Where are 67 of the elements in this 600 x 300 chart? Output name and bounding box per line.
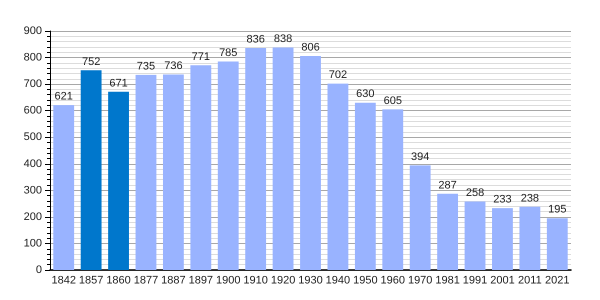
- data-label: 838: [274, 32, 292, 45]
- y-tick-label: 0: [36, 264, 42, 276]
- bar: [410, 165, 431, 270]
- bar: [546, 218, 568, 270]
- x-tick-label: 2001: [490, 274, 515, 286]
- y-tick-label: 600: [24, 104, 42, 117]
- bar: [437, 194, 458, 270]
- x-tick-label: 1900: [216, 274, 240, 286]
- bar: [53, 105, 74, 270]
- data-label: 771: [192, 50, 210, 63]
- y-tick-label: 800: [24, 52, 42, 64]
- data-label: 785: [219, 47, 238, 60]
- x-tick-label: 1920: [270, 274, 296, 286]
- bar: [464, 201, 486, 270]
- x-tick-label: 1940: [326, 274, 350, 286]
- y-tick-label: 100: [24, 237, 42, 250]
- x-tick-label: 1970: [408, 274, 432, 286]
- x-tick-label: 1950: [353, 274, 378, 286]
- bar: [136, 74, 156, 270]
- data-label: 233: [493, 194, 512, 206]
- data-label: 258: [466, 186, 484, 199]
- bar: [272, 47, 294, 270]
- x-tick-label: 1960: [380, 274, 406, 286]
- data-label: 621: [54, 90, 73, 103]
- x-tick-label: 1842: [51, 274, 76, 286]
- x-tick-label: 2021: [545, 274, 570, 286]
- x-tick-label: 1897: [188, 274, 214, 286]
- data-label: 238: [520, 192, 540, 204]
- y-tick-label: 300: [24, 184, 42, 196]
- bar: [382, 109, 404, 270]
- bar: [190, 65, 212, 270]
- x-tick-label: 2011: [518, 274, 542, 286]
- y-tick-label: 200: [24, 210, 42, 223]
- x-tick-label: 1887: [161, 274, 186, 286]
- bar: [162, 74, 184, 270]
- y-tick-label: 500: [24, 131, 42, 144]
- data-label: 806: [301, 41, 320, 54]
- data-label: 735: [136, 60, 156, 72]
- bar: [300, 56, 321, 270]
- data-label: 630: [356, 88, 375, 100]
- x-tick-label: 1981: [435, 274, 460, 286]
- data-label: 836: [246, 33, 265, 46]
- data-label: 287: [438, 179, 457, 192]
- y-tick-label: 900: [24, 25, 42, 37]
- data-label: 394: [411, 150, 430, 163]
- bar: [218, 62, 239, 270]
- bar: [328, 84, 348, 270]
- data-label: 671: [109, 77, 128, 90]
- data-label: 195: [548, 204, 566, 216]
- x-tick-label: 1930: [298, 274, 323, 286]
- y-tick-label: 700: [24, 78, 42, 90]
- x-tick-label: 1860: [106, 274, 131, 286]
- x-tick-label: 1857: [78, 274, 104, 286]
- data-label: 605: [384, 94, 402, 107]
- x-tick-label: 1910: [243, 274, 268, 286]
- bar: [492, 208, 513, 270]
- data-label: 736: [164, 60, 183, 72]
- bar: [245, 48, 266, 270]
- bar: [80, 70, 102, 270]
- x-tick-label: 1877: [134, 274, 158, 286]
- x-tick-label: 1991: [462, 274, 488, 286]
- bar: [108, 92, 129, 270]
- bar: [354, 102, 376, 270]
- bar: [519, 206, 540, 270]
- data-label: 752: [82, 56, 100, 68]
- y-tick-label: 400: [24, 158, 42, 170]
- data-label: 702: [328, 69, 348, 82]
